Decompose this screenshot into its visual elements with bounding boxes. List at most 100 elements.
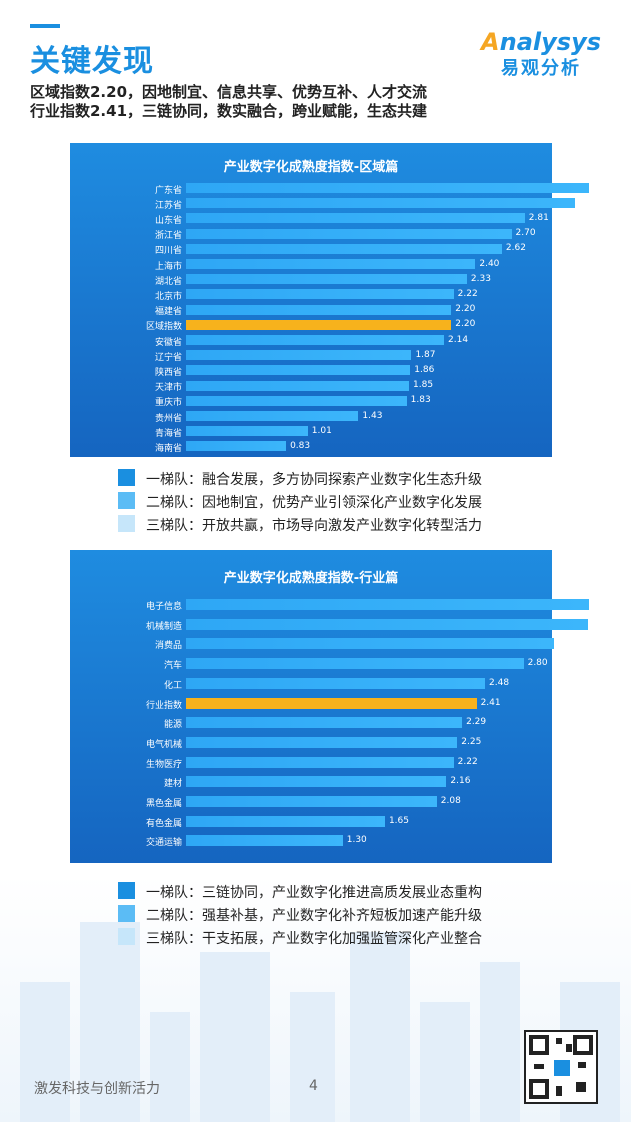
bar-value-label: 2.33 — [470, 273, 491, 284]
qr-code — [524, 1030, 598, 1104]
bar — [186, 756, 454, 768]
bar-value-label: 1.83 — [410, 395, 431, 406]
bar — [186, 638, 554, 650]
bar-category-label: 黑色金属 — [145, 799, 182, 809]
bar-highlight — [186, 319, 452, 330]
bar — [186, 426, 308, 437]
bar-value-label: 1.85 — [413, 380, 434, 391]
bar-value-label: 1.01 — [311, 425, 332, 436]
bar-category-label: 建材 — [163, 779, 182, 790]
bar-value-label: 2.20 — [455, 319, 476, 330]
legend-text: 一梯队：三链协同，产业数字化推进高质发展业态重构 — [146, 885, 482, 901]
legend-text: 二梯队：强基补基，产业数字化补齐短板加速产能升级 — [146, 908, 482, 924]
industry-index-chart: 产业数字化成熟度指数-行业篇 电子信息 3.34 机械制造 3.33 消费品 3.05 汽车… — [70, 550, 613, 863]
bar-row: 行业指数 2.41 — [70, 697, 552, 718]
bar-value-label: 1.87 — [415, 349, 436, 360]
bar — [186, 243, 502, 254]
bar — [186, 736, 458, 748]
bar-highlight — [186, 697, 477, 709]
bar-category-label: 浙江省 — [154, 231, 182, 242]
bar-row: 山东省 2.81 — [70, 213, 552, 228]
bar-category-label: 机械制造 — [145, 621, 182, 632]
bar-value-label: 2.81 — [528, 212, 549, 223]
bar-row: 黑色金属 2.08 — [70, 796, 552, 816]
bar — [186, 599, 589, 610]
bar-row: 电子信息 3.34 — [70, 599, 613, 619]
bar — [186, 289, 454, 300]
bar-value-label: 2.29 — [466, 717, 487, 728]
bar-category-label: 生物医疗 — [145, 759, 182, 770]
tier2-swatch — [118, 905, 135, 922]
bar — [186, 259, 476, 269]
bar — [186, 717, 463, 729]
bar-value-label: 2.70 — [515, 228, 536, 239]
legend-text: 二梯队：因地制宜，优势产业引领深化产业数字化发展 — [146, 495, 482, 511]
legend-text: 三梯队：干支拓展，产业数字化加强监管深化产业整合 — [146, 931, 482, 947]
tier2-swatch — [118, 492, 135, 509]
bar-category-label: 四川省 — [154, 246, 182, 257]
bar-category-label: 重庆市 — [154, 398, 182, 409]
bar-category-label: 天津市 — [154, 383, 182, 394]
bar — [186, 815, 385, 827]
bar-row: 浙江省 2.70 — [70, 228, 552, 244]
bar — [186, 411, 359, 421]
tier1-swatch — [118, 469, 135, 486]
bar-value-label: 3.34 — [592, 599, 613, 609]
analysys-logo: Analysys 易观分析 — [481, 28, 601, 80]
bar — [186, 350, 412, 361]
bar — [186, 228, 512, 239]
bar-row: 有色金属 1.65 — [70, 815, 552, 836]
bar-row: 化工 2.48 — [70, 677, 552, 698]
bar-value-label: 2.14 — [448, 334, 469, 345]
region-index-chart: 产业数字化成熟度指数-区域篇 广东省 3.34 江苏省 3.23 山东省 2.81 浙江省 2… — [70, 143, 613, 457]
bar-row: 四川省 2.62 — [70, 243, 552, 259]
legend-text: 三梯队：开放共赢，市场导向激发产业数字化转型活力 — [146, 518, 482, 534]
bar — [186, 183, 589, 193]
bar — [186, 365, 411, 376]
bar-row: 上海市 2.40 — [70, 259, 552, 274]
bar-category-label: 海南省 — [154, 443, 182, 454]
tier1-swatch — [118, 882, 135, 899]
bar-row: 湖北省 2.33 — [70, 274, 552, 289]
bar-category-label: 消费品 — [154, 641, 182, 652]
bar-row: 汽车 2.80 — [70, 658, 552, 678]
bar-row: 安徽省 2.14 — [70, 335, 552, 350]
bar — [186, 335, 445, 345]
bar-category-label: 广东省 — [154, 185, 182, 196]
bar — [186, 677, 486, 689]
bar — [186, 618, 588, 630]
bar-row: 区域指数 2.20 — [70, 319, 552, 335]
bar-row: 贵州省 1.43 — [70, 411, 552, 426]
bar — [186, 776, 447, 788]
summary-line-industry: 行业指数2.41，三链协同，数实融合，跨业赋能，生态共建 — [30, 102, 428, 120]
bar-row: 海南省 0.83 — [70, 441, 552, 456]
bar-category-label: 辽宁省 — [154, 352, 182, 363]
bar-row: 陕西省 1.86 — [70, 365, 552, 380]
bar-category-label: 江苏省 — [154, 200, 182, 211]
bar-row: 机械制造 3.33 — [70, 618, 612, 639]
tier3-swatch — [118, 515, 135, 532]
bar-value-label: 2.22 — [457, 288, 478, 299]
legend-text: 一梯队：融合发展，多方协同探索产业数字化生态升级 — [146, 472, 482, 488]
bar-row: 江苏省 3.23 — [70, 198, 600, 213]
bar-category-label: 青海省 — [154, 428, 182, 439]
bar-category-label: 北京市 — [154, 291, 182, 302]
bar-category-label: 上海市 — [154, 261, 182, 272]
bar — [186, 796, 437, 807]
bar-row: 广东省 3.34 — [70, 183, 613, 198]
bar-value-label: 3.23 — [579, 197, 600, 208]
bar — [186, 274, 467, 285]
bar-value-label: 2.08 — [440, 796, 461, 806]
bar-row: 福建省 2.20 — [70, 304, 552, 320]
bar-value-label: 2.20 — [455, 304, 476, 315]
bar-value-label: 2.40 — [479, 258, 500, 269]
bar-row: 天津市 1.85 — [70, 380, 552, 396]
bar-row: 建材 2.16 — [70, 776, 552, 796]
bar-row: 北京市 2.22 — [70, 289, 552, 304]
bar-category-label: 交通运输 — [145, 838, 182, 849]
logo-letter-a: A — [481, 28, 500, 56]
tier3-swatch — [118, 928, 135, 945]
bar-category-label: 山东省 — [154, 215, 182, 226]
bar-category-label: 汽车 — [163, 661, 182, 672]
